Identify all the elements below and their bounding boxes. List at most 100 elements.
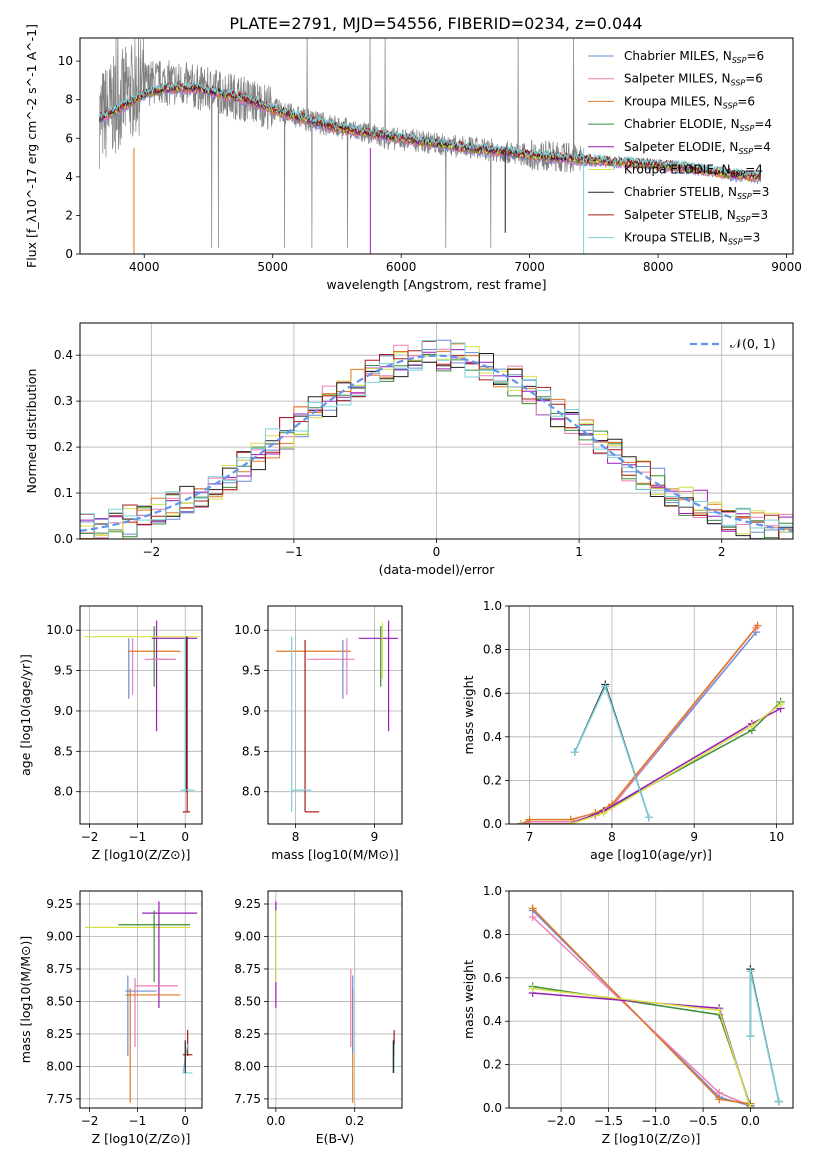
- x-tick-label: 8: [292, 830, 300, 844]
- y-tick-label: 0.0: [483, 817, 502, 831]
- series-point: [570, 748, 579, 757]
- residual-histogram-8: [80, 340, 793, 539]
- y-tick-label: 10.0: [46, 623, 73, 637]
- x-axis-label: Z [log10(Z/Z⊙)]: [92, 1131, 191, 1146]
- y-tick-label: 8.50: [46, 994, 73, 1008]
- panel-mass_vs_Z: −2 −1 0 7.75 8.00 8.25 8.50 8.75 9.00 9.25 Z [log1…: [18, 890, 203, 1146]
- series-line: [749, 971, 780, 1102]
- series-point: [566, 820, 575, 824]
- panel-spectrum: 4000 5000 6000 7000 8000 9000 0 2 4 6 8 10 wavelengt…: [24, 24, 802, 292]
- plot-area: [517, 621, 785, 824]
- x-tick-label: 6000: [386, 260, 417, 274]
- y-tick-label: 10: [58, 54, 73, 68]
- legend-label: Kroupa MILES, NSSP=6: [624, 94, 755, 110]
- plot-area: [84, 901, 198, 1103]
- panel-age_vs_Z: −2 −1 0 8.0 8.5 9.0 9.5 10.0 Z [log10(Z/Z⊙)] age …: [18, 605, 203, 862]
- legend-label: Salpeter STELIB, NSSP=3: [624, 208, 768, 224]
- x-tick-label: −1: [285, 545, 303, 559]
- series-point: [746, 1104, 755, 1108]
- x-tick-label: 2: [718, 545, 726, 559]
- plot-area: [84, 620, 200, 813]
- x-tick-label: 1: [575, 545, 583, 559]
- y-tick-label: 1.0: [483, 599, 502, 613]
- x-tick-label: 0.2: [345, 1114, 364, 1128]
- x-tick-label: 7000: [514, 260, 545, 274]
- y-tick-label: 0.8: [483, 643, 502, 657]
- panel-residuals: −2 −1 0 1 2 0.0 0.1 0.2 0.3 0.4 (data-model)/error…: [24, 322, 794, 577]
- x-tick-label: −2: [142, 545, 160, 559]
- y-axis-label: mass weight: [461, 675, 476, 754]
- y-tick-label: 9.25: [234, 897, 261, 911]
- x-tick-label: −2.0: [546, 1114, 575, 1128]
- x-tick-label: 0: [433, 545, 441, 559]
- y-tick-label: 2: [65, 208, 73, 222]
- y-tick-label: 0.4: [483, 1014, 502, 1028]
- series-point: [753, 621, 762, 630]
- observed-spectrum: [98, 38, 584, 249]
- x-axis-label: Z [log10(Z/Z⊙)]: [92, 847, 191, 862]
- legend-label: Chabrier STELIB, NSSP=3: [624, 185, 769, 201]
- y-tick-label: 9.5: [54, 664, 73, 678]
- series-point: [715, 1095, 724, 1104]
- series-line: [521, 701, 782, 824]
- x-tick-label: −2: [81, 1114, 99, 1128]
- y-axis-label: Flux [f_λ10^-17 erg cm^-2 s^-1 A^-1]: [24, 24, 39, 268]
- y-tick-label: 8.5: [242, 744, 261, 758]
- y-tick-label: 0.2: [54, 440, 73, 454]
- y-tick-label: 0: [65, 247, 73, 261]
- y-tick-label: 6: [65, 131, 73, 145]
- x-tick-label: 8000: [643, 260, 674, 274]
- series-point: [517, 820, 526, 824]
- y-tick-label: 1.0: [483, 884, 502, 898]
- plot-area: [528, 904, 783, 1108]
- y-tick-label: 7.75: [46, 1092, 73, 1106]
- legend-label: Salpeter MILES, NSSP=6: [624, 72, 763, 88]
- y-tick-label: 9.25: [46, 897, 73, 911]
- series-line: [521, 627, 757, 824]
- plot-area: [275, 901, 395, 1103]
- x-tick-label: 9: [690, 830, 698, 844]
- gaussian-curve: [80, 354, 793, 532]
- x-tick-label: 0.0: [741, 1114, 760, 1128]
- y-tick-label: 0.4: [483, 730, 502, 744]
- series-point: [774, 1097, 783, 1106]
- y-tick-label: 9.5: [242, 664, 261, 678]
- axes-frame: [267, 890, 403, 1109]
- y-tick-label: 9.0: [54, 704, 73, 718]
- series-point: [525, 815, 534, 824]
- x-tick-label: 7: [526, 830, 534, 844]
- panel-mass_weight_vs_age: 7 8 9 10 0.0 0.2 0.4 0.6 0.8 1.0 age [log10(age/yr…: [461, 599, 794, 862]
- series-line: [520, 625, 759, 824]
- y-axis-label: Normed distribution: [24, 369, 39, 494]
- x-tick-label: 0.0: [266, 1114, 285, 1128]
- series-line: [532, 907, 751, 1105]
- y-tick-label: 0.3: [54, 394, 73, 408]
- x-axis-label: age [log10(age/yr)]: [590, 847, 712, 862]
- axes-frame: [508, 605, 794, 825]
- y-tick-label: 0.4: [54, 348, 73, 362]
- series-line: [532, 985, 752, 1107]
- y-axis-label: age [log10(age/yr)]: [18, 654, 33, 776]
- x-tick-label: 9000: [771, 260, 802, 274]
- y-tick-label: 0.6: [483, 686, 502, 700]
- series-point: [715, 1006, 724, 1015]
- y-tick-label: 0.6: [483, 971, 502, 985]
- series-point: [528, 913, 537, 922]
- axes-frame: [79, 37, 794, 255]
- y-tick-label: 8.25: [234, 1027, 261, 1041]
- plot-area: [80, 339, 793, 539]
- y-tick-label: 0.0: [54, 532, 73, 546]
- y-tick-label: 0.8: [483, 927, 502, 941]
- panel-age_vs_mass: 8 9 8.0 8.5 9.0 9.5 10.0 mass [log10(M/M⊙)]: [234, 605, 403, 862]
- y-tick-label: 0.0: [483, 1101, 502, 1115]
- series-line: [532, 916, 751, 1107]
- series-line: [521, 631, 757, 824]
- series-point: [644, 813, 653, 822]
- x-tick-label: 9: [371, 830, 379, 844]
- panel-mass_vs_EBV: 0.0 0.2 7.75 8.00 8.25 8.50 8.75 9.00 9.25 E(B-V): [234, 890, 403, 1146]
- y-tick-label: 8.00: [46, 1059, 73, 1073]
- series-point: [601, 682, 610, 691]
- x-tick-label: −0.5: [688, 1114, 717, 1128]
- x-axis-label: wavelength [Angstrom, rest frame]: [326, 277, 546, 292]
